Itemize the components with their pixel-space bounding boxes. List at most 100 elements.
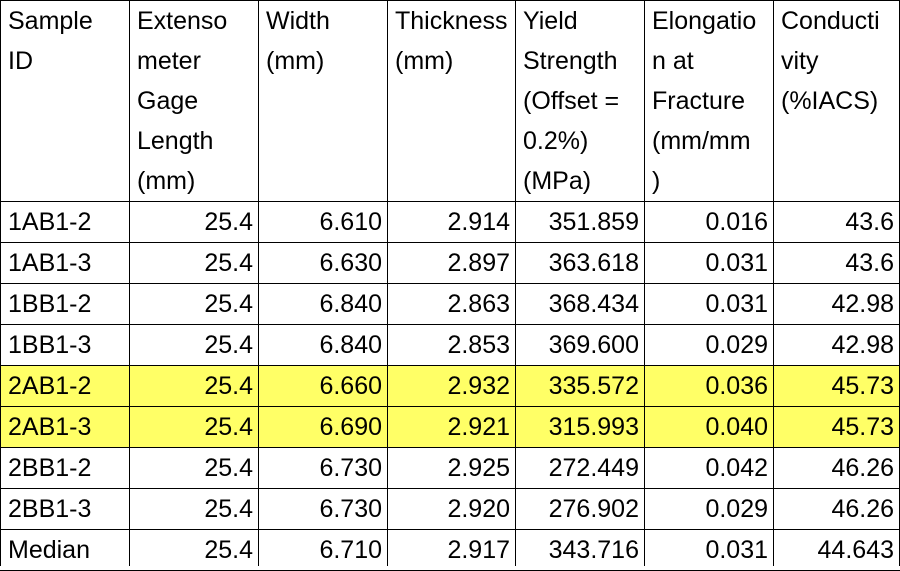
cell-sample-id[interactable]: 2BB1-3 [0,488,130,530]
header-gage-length[interactable]: Extenso meter Gage Length (mm) [129,0,259,202]
cell-sample-id[interactable]: 1BB1-3 [0,324,130,366]
header-line: meter [137,47,201,75]
header-yield-strength[interactable]: Yield Strength (Offset = 0.2%) (MPa) [515,0,645,202]
cell-thickness[interactable]: 2.921 [387,406,516,448]
cell-thickness[interactable]: 2.920 [387,488,516,530]
cell-yield-strength[interactable]: 335.572 [515,365,645,407]
cell-elongation[interactable]: 0.042 [644,447,774,489]
cell-conductivity[interactable]: 46.26 [773,488,900,530]
header-conductivity[interactable]: Conducti vity (%IACS) [773,0,900,202]
cell-yield-strength[interactable]: 351.859 [515,201,645,243]
header-line: ID [8,47,33,75]
header-elongation[interactable]: Elongatio n at Fracture (mm/mm) [644,0,774,202]
cell-gage-length[interactable]: 25.4 [129,365,259,407]
cell-conductivity[interactable]: 42.98 [773,283,900,325]
cell-conductivity[interactable]: 42.98 [773,324,900,366]
cell-gage-length[interactable]: 25.4 [129,283,259,325]
cell-yield-strength[interactable]: 343.716 [515,529,645,571]
header-line: 0.2%) [523,127,589,155]
header-line: Length [137,127,214,155]
cell-sample-id[interactable]: 1BB1-2 [0,283,130,325]
cell-conductivity[interactable]: 44.643 [773,529,900,571]
header-thickness[interactable]: Thickness (mm) [387,0,516,202]
cell-sample-id[interactable]: Median [0,529,130,571]
cell-sample-id[interactable]: 2AB1-2 [0,365,130,407]
table-row: 2BB1-3 25.4 6.730 2.920 276.902 0.029 46.26 [0,488,900,530]
table-row: 2AB1-3 25.4 6.690 2.921 315.993 0.040 45.73 [0,406,900,448]
header-line: (%IACS) [781,87,879,115]
cell-gage-length[interactable]: 25.4 [129,324,259,366]
cell-width[interactable]: 6.840 [258,324,388,366]
cell-conductivity[interactable]: 46.26 [773,447,900,489]
cell-elongation[interactable]: 0.031 [644,283,774,325]
cell-width[interactable]: 6.710 [258,529,388,571]
cell-yield-strength[interactable]: 363.618 [515,242,645,284]
cell-thickness[interactable]: 2.897 [387,242,516,284]
cell-elongation[interactable]: 0.031 [644,242,774,284]
table-row: 2BB1-2 25.4 6.730 2.925 272.449 0.042 46.26 [0,447,900,489]
cell-width[interactable]: 6.630 [258,242,388,284]
header-line: Elongatio [652,7,757,35]
cell-yield-strength[interactable]: 369.600 [515,324,645,366]
cell-elongation[interactable]: 0.029 [644,324,774,366]
header-line: (mm) [137,167,196,195]
header-line: Gage [137,87,199,115]
cell-thickness[interactable]: 2.853 [387,324,516,366]
cell-width[interactable]: 6.690 [258,406,388,448]
cell-width[interactable]: 6.840 [258,283,388,325]
cell-gage-length[interactable]: 25.4 [129,529,259,571]
cell-conductivity[interactable]: 43.6 [773,201,900,243]
cell-gage-length[interactable]: 25.4 [129,447,259,489]
cell-elongation[interactable]: 0.036 [644,365,774,407]
cell-thickness[interactable]: 2.917 [387,529,516,571]
header-line: Fracture [652,87,746,115]
cell-gage-length[interactable]: 25.4 [129,242,259,284]
cell-yield-strength[interactable]: 368.434 [515,283,645,325]
cell-elongation[interactable]: 0.031 [644,529,774,571]
cell-sample-id[interactable]: 2BB1-2 [0,447,130,489]
cell-gage-length[interactable]: 25.4 [129,488,259,530]
cell-width[interactable]: 6.610 [258,201,388,243]
header-sample-id[interactable]: Sample ID [0,0,130,202]
header-width[interactable]: Width (mm) [258,0,388,202]
header-line: (mm) [266,47,325,75]
table-row: 1BB1-2 25.4 6.840 2.863 368.434 0.031 42.98 [0,283,900,325]
cell-sample-id[interactable]: 1AB1-3 [0,242,130,284]
cell-conductivity[interactable]: 43.6 [773,242,900,284]
header-line: Strength [523,47,618,75]
header-line: Thickness [395,7,508,35]
header-line: (mm/mm [652,127,751,155]
cell-thickness[interactable]: 2.914 [387,201,516,243]
cell-sample-id[interactable]: 2AB1-3 [0,406,130,448]
table-row: 2AB1-2 25.4 6.660 2.932 335.572 0.036 45.73 [0,365,900,407]
cell-conductivity[interactable]: 45.73 [773,406,900,448]
cell-thickness[interactable]: 2.932 [387,365,516,407]
cell-gage-length[interactable]: 25.4 [129,201,259,243]
cell-gage-length[interactable]: 25.4 [129,406,259,448]
cell-thickness[interactable]: 2.925 [387,447,516,489]
header-line: Width [266,7,330,35]
header-line: (Offset = [523,87,620,115]
cell-width[interactable]: 6.660 [258,365,388,407]
cell-sample-id[interactable]: 1AB1-2 [0,201,130,243]
cell-elongation[interactable]: 0.016 [644,201,774,243]
cell-yield-strength[interactable]: 272.449 [515,447,645,489]
header-line: Extenso [137,7,228,35]
cell-yield-strength[interactable]: 276.902 [515,488,645,530]
header-line: Conducti [781,7,880,35]
table-row: 1AB1-2 25.4 6.610 2.914 351.859 0.016 43.6 [0,201,900,243]
header-line: vity [781,47,819,75]
cell-conductivity[interactable]: 45.73 [773,365,900,407]
header-line: ) [652,167,661,195]
table-row: 1BB1-3 25.4 6.840 2.853 369.600 0.029 42.98 [0,324,900,366]
header-line: (MPa) [523,167,592,195]
cell-width[interactable]: 6.730 [258,447,388,489]
cell-width[interactable]: 6.730 [258,488,388,530]
cell-yield-strength[interactable]: 315.993 [515,406,645,448]
cell-elongation[interactable]: 0.029 [644,488,774,530]
table-row: Median 25.4 6.710 2.917 343.716 0.031 44.643 [0,529,900,571]
cell-elongation[interactable]: 0.040 [644,406,774,448]
header-line: Sample [8,7,93,35]
cell-thickness[interactable]: 2.863 [387,283,516,325]
